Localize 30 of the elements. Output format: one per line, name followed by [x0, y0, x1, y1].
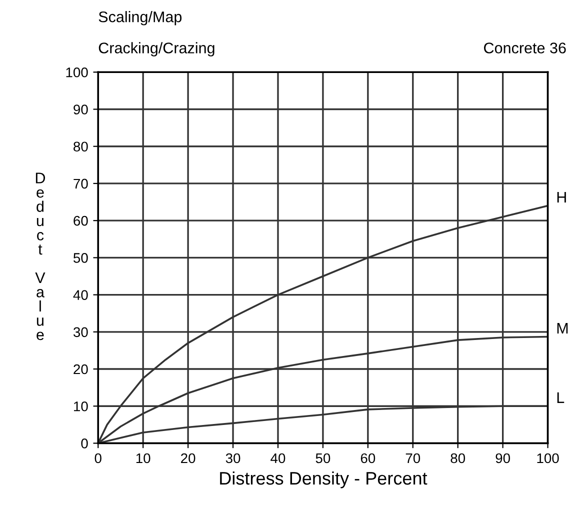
y-tick-label: 80 — [74, 142, 88, 152]
x-tick-label: 90 — [496, 453, 510, 464]
y-tick-label: 100 — [66, 67, 88, 78]
y-tick-label: 0 — [81, 438, 88, 448]
x-tick-label: 40 — [270, 453, 286, 464]
y-tick-label: 70 — [74, 178, 88, 189]
x-axis-title: Distress Density - Percent — [220, 471, 428, 488]
x-tick-label: 30 — [226, 453, 240, 464]
text: Deduct Value — [35, 172, 46, 340]
y-tick-label: 60 — [74, 216, 88, 226]
x-tick-label: 0 — [94, 453, 102, 464]
series-label: M — [557, 323, 568, 334]
text: Concrete 36 — [484, 42, 566, 54]
y-tick-label: 10 — [74, 401, 88, 412]
y-tick-label: 50 — [74, 253, 88, 263]
series-label: L — [557, 392, 564, 403]
y-tick-label: 90 — [74, 104, 88, 114]
y-tick-label: 20 — [74, 364, 88, 374]
x-tick-label: 50 — [316, 453, 330, 464]
chart-title: Scaling/Map — [98, 11, 182, 26]
x-tick-label: 60 — [360, 453, 376, 464]
x-tick-label: 20 — [181, 453, 196, 464]
y-tick-label: 40 — [73, 290, 88, 300]
x-tick-label: 80 — [450, 453, 466, 464]
x-tick-label: 70 — [406, 453, 420, 464]
series-label: H — [557, 192, 566, 203]
chart-subtitle: Cracking/Crazing — [98, 42, 214, 56]
y-tick-label: 30 — [73, 327, 88, 338]
x-tick-label: 100 — [537, 453, 559, 464]
x-tick-label: 10 — [136, 453, 150, 464]
